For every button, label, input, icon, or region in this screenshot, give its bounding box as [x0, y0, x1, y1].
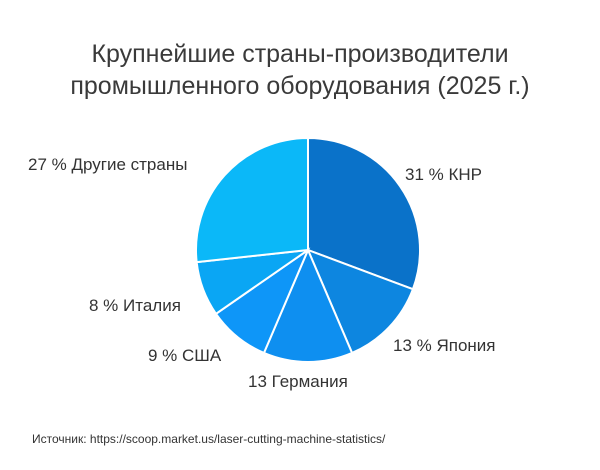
slice-label-1: 31 % КНР	[405, 165, 482, 184]
pie-slice-2	[306, 248, 415, 355]
slice-label-3: 13 Германия	[248, 372, 348, 391]
pie-slice-6	[195, 136, 309, 264]
slice-label-6: 27 % Другие страны	[28, 155, 187, 174]
pie-slice-1	[307, 136, 421, 291]
source-note: Источник: https://scoop.market.us/laser-…	[32, 432, 386, 446]
chart-title: Крупнейшие страны-производители промышле…	[0, 38, 600, 102]
chart-title-line-1: Крупнейшие страны-производители	[91, 40, 509, 68]
pie-slice-3	[262, 247, 354, 363]
slice-label-2: 13 % Япония	[393, 336, 496, 355]
slice-label-4: 9 % США	[148, 346, 222, 365]
chart-title-line-2: промышленного оборудования (2025 г.)	[70, 72, 530, 100]
slice-label-5: 8 % Италия	[89, 296, 181, 315]
